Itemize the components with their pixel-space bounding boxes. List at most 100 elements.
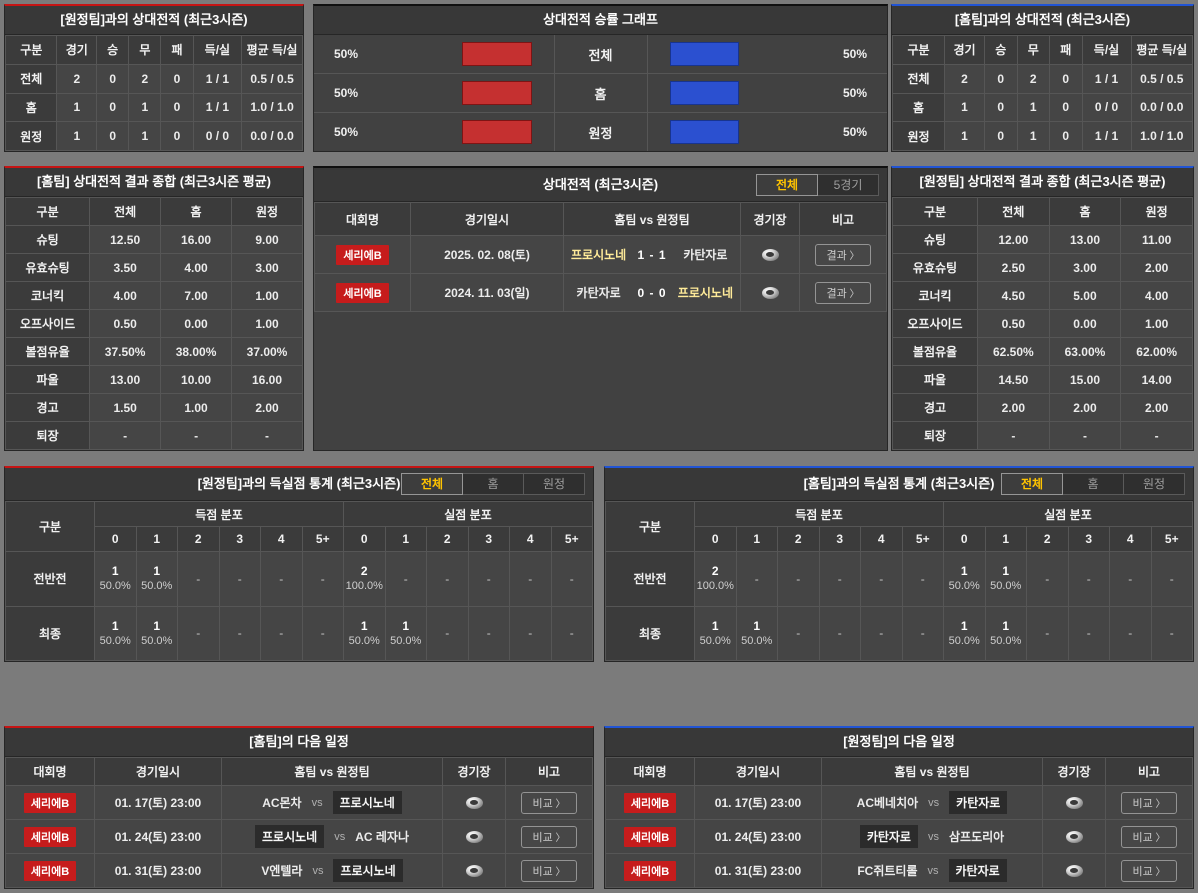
panel-home-schedule: [홈팀]의 다음 일정 대회명 경기일시 홈팀 vs 원정팀 경기장 비고 세리에B 01.… xyxy=(4,726,594,889)
stadium-icon[interactable] xyxy=(465,865,483,878)
empty-value: - xyxy=(1128,626,1133,641)
graph-right-area: 50% xyxy=(648,35,888,73)
stadium-icon[interactable] xyxy=(1065,797,1083,810)
away-goal-stats-tab-group: 전체 홈 원정 xyxy=(401,473,585,495)
left-bar-track xyxy=(392,81,532,105)
stadium-icon[interactable] xyxy=(1065,831,1083,844)
teams-line: V엔텔라 vs 프로시노네 xyxy=(223,859,442,882)
result-button[interactable]: 결과 xyxy=(815,281,871,304)
empty-value: - xyxy=(920,571,925,586)
column-header: 전체 xyxy=(977,197,1050,226)
left-win-rate-label: 50% xyxy=(334,47,359,61)
empty-value: - xyxy=(403,571,408,586)
cell-value: 4.00 xyxy=(160,253,233,282)
compare-button[interactable]: 비교 xyxy=(1121,791,1177,814)
table-row: 전체 2 0 2 0 1 / 1 0.5 / 0.5 xyxy=(4,63,303,94)
cell-value: 1 xyxy=(56,121,98,151)
right-bar-track xyxy=(669,81,810,105)
empty-value: - xyxy=(320,626,325,641)
goal-count-header: 1 xyxy=(384,526,427,552)
compare-button[interactable]: 비교 xyxy=(521,825,577,848)
distribution-cell: 2 100.0% xyxy=(694,551,737,607)
empty-value: - xyxy=(796,626,801,641)
goal-count-header: 5+ xyxy=(901,526,944,552)
stadium-icon[interactable] xyxy=(761,249,779,262)
distribution-cell: - xyxy=(1026,551,1069,607)
match-count: 1 xyxy=(753,618,761,633)
goal-count-header: 1 xyxy=(735,526,778,552)
filter-tab[interactable]: 전체 xyxy=(401,473,463,495)
vs-label: vs xyxy=(334,830,346,843)
league-cell: 세리에B xyxy=(314,273,411,312)
stadium-icon[interactable] xyxy=(465,831,483,844)
home-team-name: AC몬차 xyxy=(262,796,302,810)
compare-button[interactable]: 비교 xyxy=(1121,859,1177,882)
table-row: 코너킥 4.50 5.00 4.00 xyxy=(892,281,1193,310)
goal-count-header: 2 xyxy=(426,526,469,552)
distribution-cell: 1 50.0% xyxy=(94,605,137,661)
distribution-cell: - xyxy=(260,551,303,607)
cell-value: 3.50 xyxy=(89,253,162,282)
match-count: 1 xyxy=(111,618,119,633)
panel-title: 상대전적 (최근3시즌) 전체 5경기 xyxy=(314,168,887,202)
row-label: 전반전 xyxy=(5,551,95,607)
blue-win-rate-bar xyxy=(669,42,740,66)
compare-button[interactable]: 비교 xyxy=(1121,825,1177,848)
right-win-rate-label: 50% xyxy=(842,86,867,100)
goal-count-header: 0 xyxy=(94,526,137,552)
header-row: 대회명 경기일시 홈팀 vs 원정팀 경기장 비고 xyxy=(314,202,887,236)
distribution-cell: - xyxy=(860,605,903,661)
cell-value: - xyxy=(160,421,233,450)
group-header-row: 구분 득점 분포 실점 분포 xyxy=(5,501,593,552)
stadium-icon[interactable] xyxy=(1065,865,1083,878)
match-datetime: 01. 17(토) 23:00 xyxy=(694,785,822,820)
stadium-cell xyxy=(1042,819,1106,854)
cell-value: 1 / 1 xyxy=(192,92,243,123)
home-team-name: 프로시노네 xyxy=(571,248,627,262)
match-datetime: 01. 17(토) 23:00 xyxy=(94,785,222,820)
panel-title: [홈팀] 상대전적 결과 종합 (최근3시즌 평균) xyxy=(5,168,303,197)
home-team-name: 카탄자로 xyxy=(576,286,621,300)
schedule-row: 세리에B 01. 17(토) 23:00 AC베네치아 vs 카탄자로 비교 xyxy=(605,785,1193,820)
row-label: 파울 xyxy=(892,365,978,394)
goal-count-header: 5+ xyxy=(550,526,593,552)
cell-value: 3.00 xyxy=(1048,253,1122,282)
filter-tab[interactable]: 원정 xyxy=(523,473,585,495)
distribution-cell: - xyxy=(1150,605,1193,661)
filter-tab[interactable]: 홈 xyxy=(462,473,524,495)
match-percentage: 100.0% xyxy=(345,580,383,593)
compare-button[interactable]: 비교 xyxy=(521,859,577,882)
column-header: 대회명 xyxy=(314,202,411,236)
goal-count-header: 4 xyxy=(509,526,552,552)
cell-value: 2.00 xyxy=(1120,393,1193,422)
row-label: 전반전 xyxy=(605,551,695,607)
graph-left-area: 50% xyxy=(314,74,554,112)
stadium-icon[interactable] xyxy=(465,797,483,810)
goal-count-header: 0 xyxy=(343,526,386,552)
filter-tab[interactable]: 원정 xyxy=(1123,473,1185,495)
away-h2h-table: 구분 경기 승 무 패 득/실 평균 득/실 전체 2 0 2 0 1 / 1 0.5 / 0.5 홈 1 0 1… xyxy=(4,35,303,151)
stadium-icon[interactable] xyxy=(761,287,779,300)
distribution-cell: - xyxy=(467,605,510,661)
filter-tab[interactable]: 전체 xyxy=(756,173,818,196)
stats-row: 최종 1 50.0% 1 50.0% - - - -1 50.0% 1 50.0% - - - - xyxy=(605,605,1193,661)
result-button[interactable]: 결과 xyxy=(815,243,871,266)
graph-right-area: 50% xyxy=(648,113,888,151)
away-team-name: 카탄자로 xyxy=(948,859,1007,882)
right-bar-track xyxy=(669,120,810,144)
compare-button[interactable]: 비교 xyxy=(521,791,577,814)
away-team-name: 프로시노네 xyxy=(677,286,733,300)
empty-value: - xyxy=(528,626,533,641)
goal-count-header: 3 xyxy=(1067,526,1110,552)
table-row: 볼점유율 62.50% 63.00% 62.00% xyxy=(892,337,1193,366)
filter-tab[interactable]: 5경기 xyxy=(817,173,879,196)
filter-tab[interactable]: 홈 xyxy=(1062,473,1124,495)
distribution-cell: 1 50.0% xyxy=(943,605,986,661)
header-row: 대회명 경기일시 홈팀 vs 원정팀 경기장 비고 xyxy=(605,757,1193,786)
row-label: 오프사이드 xyxy=(892,309,978,338)
match-percentage: 50.0% xyxy=(741,634,773,647)
graph-category-label: 홈 xyxy=(553,74,648,112)
cell-value: - xyxy=(89,421,162,450)
cell-value: 0.00 xyxy=(1048,309,1122,338)
filter-tab[interactable]: 전체 xyxy=(1001,473,1063,495)
